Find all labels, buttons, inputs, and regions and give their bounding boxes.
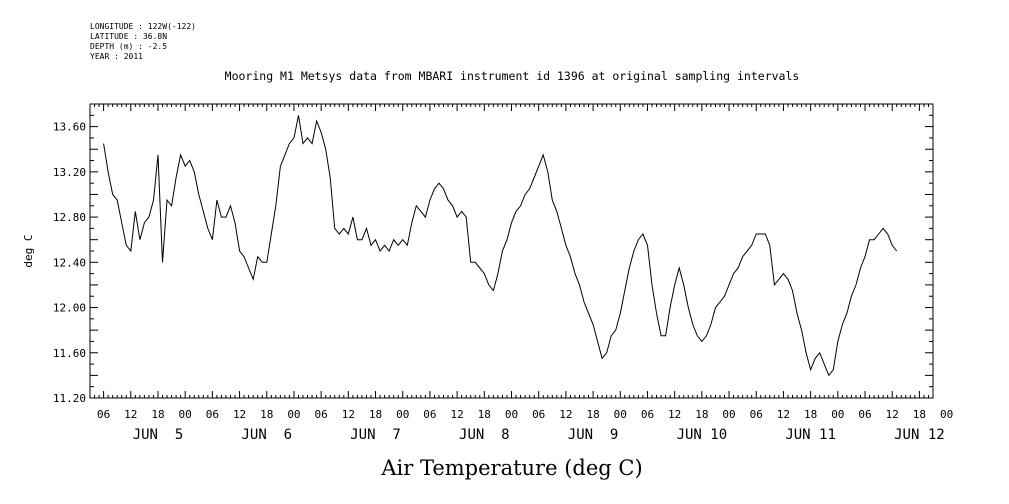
x-tick-label: 12 <box>886 408 899 421</box>
depth-label: DEPTH (m) : -2.5 <box>90 42 167 51</box>
year-label: YEAR : 2011 <box>90 52 143 61</box>
y-tick-label: 11.60 <box>53 347 86 360</box>
date-labels: JUN 5 JUN 6 JUN 7 JUN 8 JUN 9 JUN 10 JUN 11 JUN… <box>133 427 945 443</box>
x-tick-label: 00 <box>179 408 192 421</box>
x-tick-label: 18 <box>151 408 164 421</box>
x-tick-label: 12 <box>342 408 355 421</box>
date-label: JUN 7 <box>350 427 401 443</box>
x-tick-label: 06 <box>532 408 545 421</box>
x-tick-label: 00 <box>831 408 844 421</box>
series-line-air-temperature <box>103 115 898 377</box>
x-tick-label: 12 <box>668 408 681 421</box>
date-label: JUN 6 <box>241 427 292 443</box>
date-label: JUN 5 <box>133 427 184 443</box>
x-tick-label: 12 <box>777 408 790 421</box>
x-tick-label: 18 <box>586 408 599 421</box>
x-tick-label: 00 <box>722 408 735 421</box>
x-tick-label: 06 <box>423 408 436 421</box>
x-tick-label: 00 <box>287 408 300 421</box>
chart-title: Mooring M1 Metsys data from MBARI instru… <box>225 69 800 83</box>
x-tick-label: 18 <box>913 408 926 421</box>
x-tick-label: 12 <box>124 408 137 421</box>
y-tick-label: 12.00 <box>53 302 86 315</box>
latitude-label: LATITUDE : 36.8N <box>90 32 167 41</box>
x-tick-label: 06 <box>641 408 654 421</box>
x-tick-labels: 06 12 18 00 06 12 18 00 06 12 18 00 06 12 18 00 06 12 18 00… <box>97 408 953 421</box>
y-tick-label: 12.80 <box>53 211 86 224</box>
x-tick-label: 06 <box>858 408 871 421</box>
y-tick-label: 11.20 <box>53 392 86 405</box>
y-tick-label: 13.60 <box>53 121 86 134</box>
x-tick-label: 12 <box>450 408 463 421</box>
date-label: JUN 10 <box>677 427 728 443</box>
date-label: JUN 12 <box>894 427 945 443</box>
x-tick-label: 00 <box>940 408 953 421</box>
x-tick-label: 18 <box>695 408 708 421</box>
x-tick-label: 00 <box>614 408 627 421</box>
x-tick-label: 06 <box>206 408 219 421</box>
tick-marks <box>89 103 934 399</box>
longitude-label: LONGITUDE : 122W(-122) <box>90 22 196 31</box>
x-tick-label: 06 <box>97 408 110 421</box>
x-tick-label: 12 <box>233 408 246 421</box>
x-tick-label: 00 <box>505 408 518 421</box>
y-tick-label: 12.40 <box>53 256 86 269</box>
x-tick-label: 06 <box>750 408 763 421</box>
x-tick-label: 06 <box>315 408 328 421</box>
x-tick-label: 18 <box>478 408 491 421</box>
x-tick-label: 12 <box>559 408 572 421</box>
x-tick-label: 18 <box>804 408 817 421</box>
date-label: JUN 9 <box>568 427 619 443</box>
x-axis-label: Air Temperature (deg C) <box>380 456 642 480</box>
x-tick-label: 18 <box>260 408 273 421</box>
x-tick-label: 18 <box>369 408 382 421</box>
y-tick-label: 13.20 <box>53 166 86 179</box>
y-axis-label: deg C <box>22 234 35 267</box>
y-tick-labels: 11.20 11.60 12.00 12.40 12.80 13.20 13.60 <box>53 121 86 405</box>
date-label: JUN 11 <box>785 427 836 443</box>
x-tick-label: 00 <box>396 408 409 421</box>
date-label: JUN 8 <box>459 427 510 443</box>
